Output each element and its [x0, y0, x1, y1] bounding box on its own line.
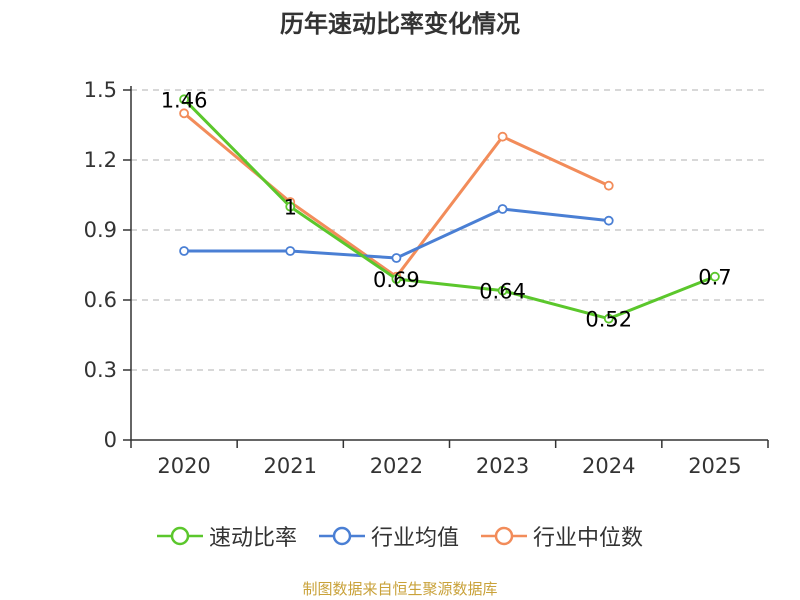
source-note: 制图数据来自恒生聚源数据库 — [302, 580, 498, 598]
y-tick-label: 0.3 — [84, 358, 117, 382]
legend-swatch-quick-ratio — [156, 526, 203, 546]
data-label: 0.69 — [373, 268, 420, 292]
x-tick-label: 2025 — [688, 454, 741, 478]
data-point-quick-ratio — [497, 285, 508, 296]
y-tick-label: 0.6 — [84, 288, 117, 312]
data-point-industry-average — [391, 253, 402, 263]
x-tick-label: 2022 — [370, 454, 423, 478]
legend-label-industry-median: 行业中位数 — [533, 526, 644, 551]
data-point-quick-ratio — [710, 271, 720, 282]
data-point-industry-median — [179, 108, 189, 119]
data-point-industry-median — [603, 180, 614, 191]
x-tick-label: 2024 — [582, 454, 635, 478]
legend: 速动比率 行业均值 行业中位数 — [0, 520, 800, 552]
data-point-industry-average — [603, 215, 614, 226]
x-tick-label: 2020 — [157, 454, 210, 478]
series-line-industry-average — [184, 207, 609, 260]
series-line-quick-ratio — [183, 98, 716, 321]
legend-item-quick-ratio[interactable]: 速动比率 — [156, 520, 297, 552]
data-label: 1 — [284, 196, 297, 220]
chart-title: 历年速动比率变化情况 — [280, 10, 520, 38]
legend-item-industry-average[interactable]: 行业均值 — [318, 520, 459, 552]
data-point-quick-ratio — [603, 313, 614, 324]
data-point-industry-average — [497, 204, 508, 214]
data-point-industry-median — [497, 131, 508, 142]
y-tick-label: 1.5 — [84, 78, 117, 102]
data-label: 0.7 — [698, 266, 731, 290]
legend-item-industry-median[interactable]: 行业中位数 — [481, 520, 643, 552]
data-label: 0.64 — [479, 280, 526, 304]
data-label: 0.52 — [585, 308, 632, 332]
legend-swatch-industry-average — [318, 526, 365, 546]
data-point-industry-average — [285, 246, 296, 256]
y-tick-label: 0 — [104, 428, 117, 452]
y-tick-label: 0.9 — [84, 218, 117, 242]
legend-label-industry-average: 行业均值 — [370, 526, 459, 551]
data-point-industry-average — [179, 246, 189, 256]
legend-swatch-industry-median — [481, 526, 527, 546]
chart-plot: 0 0.3 0.6 0.9 1.2 1.5 2020 2021 2022 2023 2024 2025… — [84, 78, 769, 478]
y-tick-label: 1.2 — [84, 148, 117, 172]
data-point-quick-ratio — [391, 274, 402, 284]
x-tick-label: 2021 — [264, 454, 317, 478]
data-point-quick-ratio — [179, 94, 189, 105]
data-point-quick-ratio — [285, 201, 296, 212]
data-label: 1.46 — [161, 88, 208, 112]
legend-label-quick-ratio: 速动比率 — [208, 526, 297, 551]
x-tick-label: 2023 — [476, 454, 529, 478]
